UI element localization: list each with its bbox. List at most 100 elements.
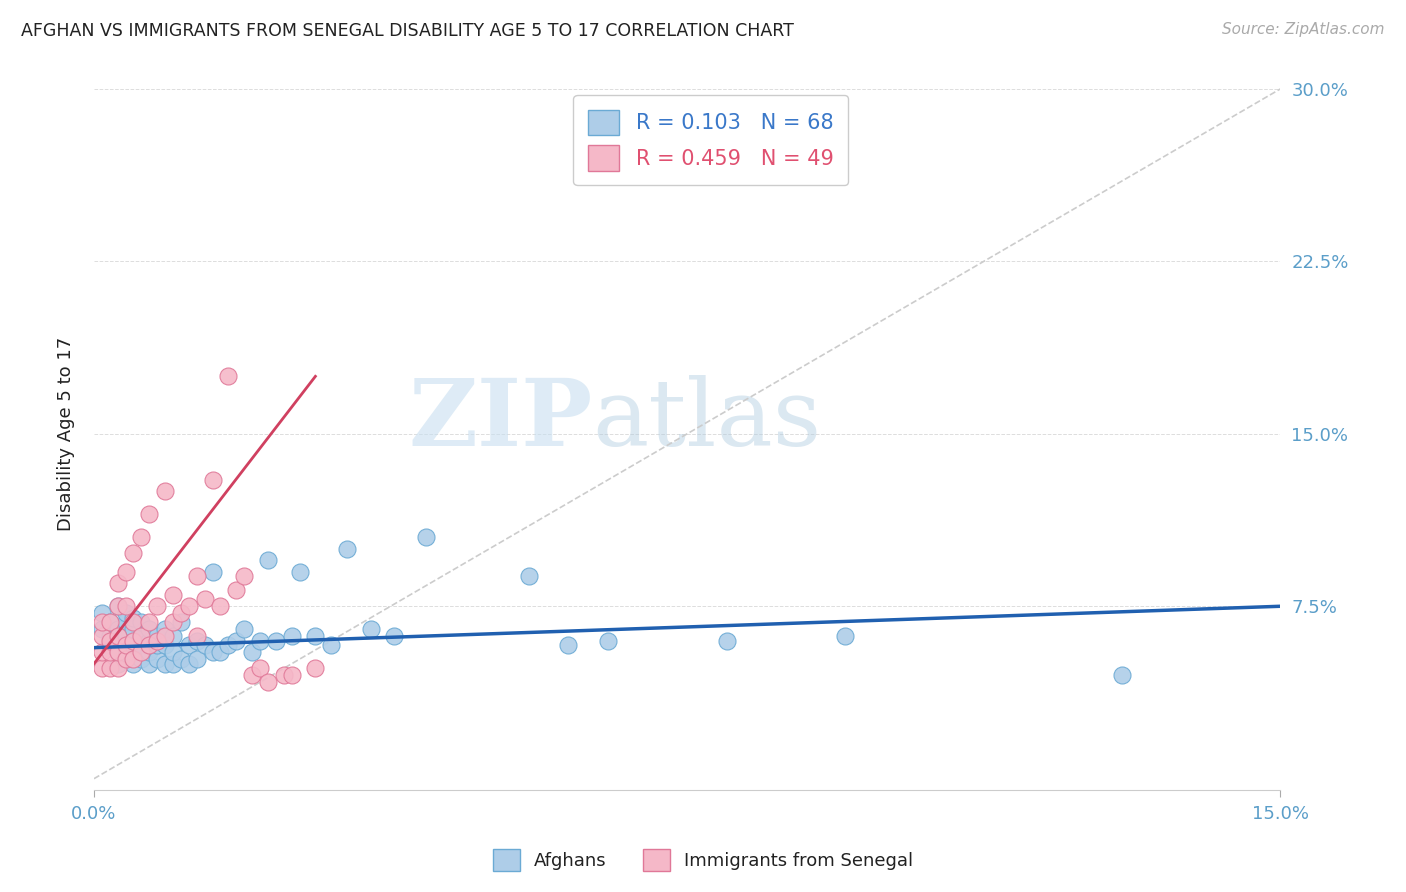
Point [240,668,263,682]
Point [209,645,232,659]
Point [107,645,129,659]
Point [122,657,145,671]
Point [170,652,193,666]
Point [384,629,406,643]
Point [280,668,302,682]
Point [98,615,121,630]
Point [209,599,232,614]
Point [114,565,136,579]
Point [90,615,112,630]
Text: Source: ZipAtlas.com: Source: ZipAtlas.com [1222,22,1385,37]
Point [146,629,169,643]
Point [131,629,153,643]
Point [153,657,176,671]
Point [273,668,295,682]
Point [177,638,200,652]
Point [138,508,160,522]
Point [177,599,200,614]
Point [114,638,136,652]
Point [716,633,738,648]
Point [304,661,326,675]
Point [177,657,200,671]
Point [162,615,184,630]
Point [107,599,129,614]
Point [146,652,169,666]
Y-axis label: Disability Age 5 to 17: Disability Age 5 to 17 [58,336,75,531]
Point [596,633,619,648]
Point [114,652,136,666]
Point [201,473,224,487]
Point [90,622,112,636]
Point [257,553,280,567]
Point [107,629,129,643]
Point [194,592,217,607]
Text: AFGHAN VS IMMIGRANTS FROM SENEGAL DISABILITY AGE 5 TO 17 CORRELATION CHART: AFGHAN VS IMMIGRANTS FROM SENEGAL DISABI… [21,22,794,40]
Point [201,565,224,579]
Point [131,629,153,643]
Point [122,645,145,659]
Point [233,569,256,583]
Point [225,633,247,648]
Point [162,588,184,602]
Point [201,645,224,659]
Point [153,629,176,643]
Point [98,638,121,652]
Point [98,629,121,643]
Point [1111,668,1133,682]
Point [138,633,160,648]
Point [304,629,326,643]
Point [122,633,145,648]
Point [122,611,145,625]
Point [249,661,271,675]
Point [107,622,129,636]
Point [122,622,145,636]
Point [138,645,160,659]
Text: ZIP: ZIP [408,375,592,465]
Point [415,530,437,544]
Point [122,633,145,648]
Point [146,633,169,648]
Point [186,633,208,648]
Point [280,629,302,643]
Point [153,638,176,652]
Point [186,629,208,643]
Point [131,530,153,544]
Point [138,622,160,636]
Point [90,661,112,675]
Point [186,652,208,666]
Point [114,652,136,666]
Point [249,633,271,648]
Point [321,638,343,652]
Point [146,599,169,614]
Point [90,629,112,643]
Point [122,652,145,666]
Point [107,633,129,648]
Point [170,606,193,620]
Point [162,657,184,671]
Point [122,615,145,630]
Point [153,484,176,499]
Point [138,657,160,671]
Point [264,633,287,648]
Point [138,615,160,630]
Point [834,629,856,643]
Point [517,569,540,583]
Point [122,546,145,560]
Point [131,615,153,630]
Point [186,569,208,583]
Point [194,638,217,652]
Point [98,615,121,630]
Point [131,645,153,659]
Point [98,661,121,675]
Point [240,645,263,659]
Point [131,652,153,666]
Legend: Afghans, Immigrants from Senegal: Afghans, Immigrants from Senegal [485,842,921,879]
Point [217,638,239,652]
Point [138,638,160,652]
Point [114,599,136,614]
Text: atlas: atlas [592,375,821,465]
Point [225,583,247,598]
Point [114,629,136,643]
Point [114,615,136,630]
Point [131,638,153,652]
